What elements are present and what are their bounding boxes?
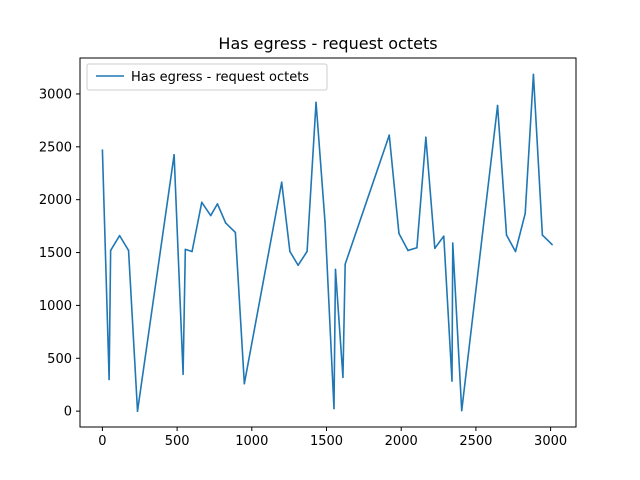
data-point xyxy=(342,376,344,379)
data-point xyxy=(407,249,409,252)
y-tick-label: 2500 xyxy=(39,140,72,155)
data-point xyxy=(532,73,535,76)
data-point xyxy=(234,231,237,234)
x-tick-label: 1500 xyxy=(310,434,343,449)
data-point xyxy=(451,380,453,382)
data-point xyxy=(224,222,227,224)
x-tick-label: 2500 xyxy=(459,434,492,449)
data-point xyxy=(173,153,175,156)
legend: Has egress - request octets xyxy=(86,63,328,91)
data-point xyxy=(289,250,291,253)
data-point xyxy=(334,268,337,271)
legend-label: Has egress - request octets xyxy=(131,70,309,85)
data-point xyxy=(541,234,544,236)
data-point xyxy=(434,247,436,250)
data-point xyxy=(101,149,104,151)
data-point xyxy=(297,264,299,267)
y-tick-label: 0 xyxy=(64,405,72,420)
x-axis: 0 500 1000 1500 2000 2500 3000 xyxy=(98,427,567,449)
data-point xyxy=(209,214,212,217)
data-point xyxy=(460,409,463,412)
data-point xyxy=(344,263,346,265)
y-tick-label: 3000 xyxy=(39,87,72,102)
data-point xyxy=(388,134,391,136)
data-point xyxy=(216,203,219,205)
data-point xyxy=(451,242,454,244)
data-point xyxy=(118,234,121,237)
data-point xyxy=(182,373,184,375)
data-point xyxy=(524,212,526,215)
data-point xyxy=(514,250,517,253)
data-point xyxy=(425,136,427,139)
data-point xyxy=(280,181,283,184)
data-point xyxy=(184,248,187,251)
plot-area xyxy=(79,57,577,428)
data-point xyxy=(333,407,335,410)
data-point xyxy=(243,382,246,385)
data-point xyxy=(496,104,499,107)
y-tick-label: 1000 xyxy=(39,299,72,314)
y-tick-label: 500 xyxy=(47,352,72,367)
data-point xyxy=(324,221,326,223)
chart-title: Has egress - request octets xyxy=(218,34,437,53)
series-layer xyxy=(101,73,553,412)
y-axis: 0 500 1000 1500 2000 2500 3000 xyxy=(39,87,80,420)
data-point xyxy=(442,235,445,237)
data-point xyxy=(551,243,553,246)
x-tick-label: 500 xyxy=(165,434,190,449)
data-point xyxy=(306,250,308,253)
x-tick-label: 2000 xyxy=(385,434,418,449)
data-point xyxy=(136,410,139,412)
y-tick-label: 2000 xyxy=(39,193,72,208)
legend-box xyxy=(86,63,328,91)
data-point xyxy=(108,378,110,381)
y-tick-label: 1500 xyxy=(39,246,72,261)
data-point xyxy=(416,246,418,249)
x-tick-label: 0 xyxy=(98,434,106,449)
data-point xyxy=(191,250,193,253)
data-point xyxy=(315,101,317,104)
x-tick-label: 1000 xyxy=(235,434,268,449)
data-point xyxy=(200,201,203,204)
data-point xyxy=(505,234,508,236)
data-point xyxy=(398,232,400,235)
x-tick-label: 3000 xyxy=(534,434,567,449)
data-point xyxy=(109,249,112,252)
data-point xyxy=(127,249,130,252)
